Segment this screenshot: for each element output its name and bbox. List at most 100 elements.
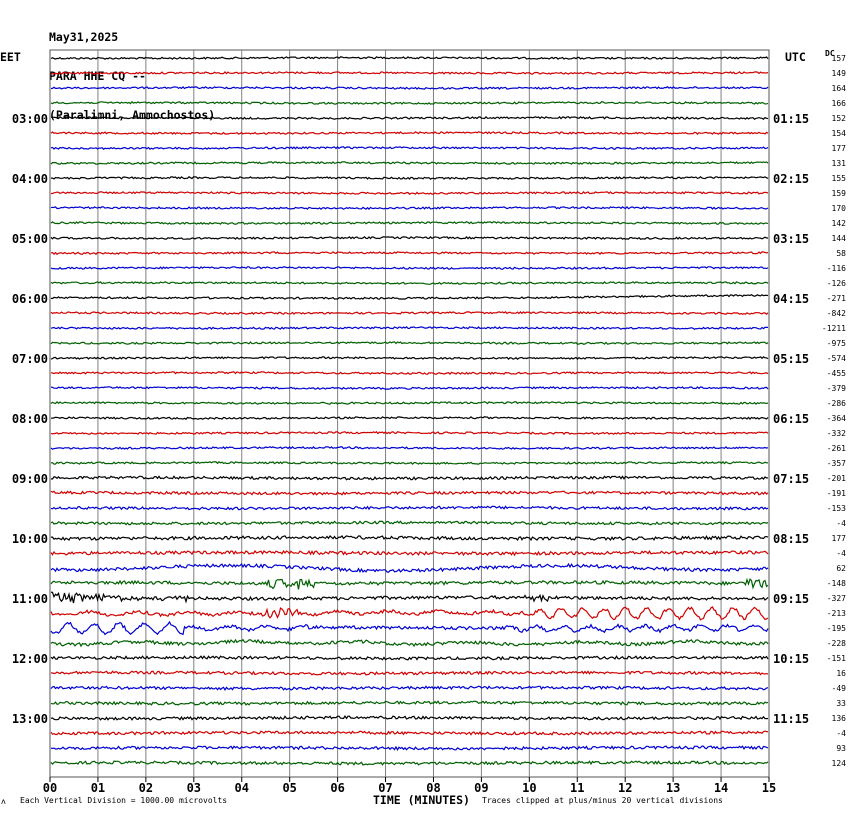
- trace-line: [50, 71, 769, 75]
- x-tick-label: 07: [378, 781, 392, 795]
- trace-line: [50, 475, 769, 481]
- dc-offset-label: -357: [827, 459, 846, 468]
- dc-offset-label: -116: [827, 264, 846, 273]
- trace-line: [50, 251, 769, 256]
- trace-line: [50, 591, 769, 604]
- x-axis-title: TIME (MINUTES): [373, 793, 470, 807]
- dc-offset-label: 131: [832, 159, 847, 168]
- trace-line: [50, 100, 769, 105]
- dc-offset-label: -191: [827, 489, 846, 498]
- dc-offset-label: 149: [832, 69, 847, 78]
- x-tick-label: 09: [474, 781, 488, 795]
- right-hour-label: 10:15: [773, 652, 809, 666]
- dc-offset-label: -4: [836, 729, 846, 738]
- trace-line: [50, 606, 769, 621]
- dc-offset-label: -201: [827, 474, 846, 483]
- trace-line: [50, 620, 769, 636]
- left-hour-label: 13:00: [12, 712, 48, 726]
- dc-offset-label: -4: [836, 549, 846, 558]
- left-hour-label: 12:00: [12, 652, 48, 666]
- x-tick-label: 00: [43, 781, 57, 795]
- trace-line: [50, 310, 769, 316]
- dc-offset-label: 177: [832, 534, 847, 543]
- dc-offset-label: 33: [836, 699, 846, 708]
- trace-line: [50, 730, 769, 736]
- dc-offset-label: -126: [827, 279, 846, 288]
- dc-offset-label: -228: [827, 639, 846, 648]
- trace-line: [50, 520, 769, 526]
- trace-line: [50, 670, 769, 676]
- dc-offset-label: 157: [832, 54, 847, 63]
- right-hour-label: 08:15: [773, 532, 809, 546]
- clip-note: Traces clipped at plus/minus 20 vertical…: [482, 796, 723, 805]
- x-tick-label: 03: [187, 781, 201, 795]
- right-hour-label: 09:15: [773, 592, 809, 606]
- right-timezone-label: UTC: [785, 50, 806, 64]
- trace-line: [50, 490, 769, 496]
- trace-line: [50, 266, 769, 270]
- left-hour-label: 09:00: [12, 472, 48, 486]
- trace-line: [50, 505, 769, 511]
- trace-line: [50, 460, 769, 465]
- trace-line: [50, 370, 769, 376]
- plot-frame: [49, 49, 770, 778]
- right-hour-label: 04:15: [773, 292, 809, 306]
- trace-line: [50, 745, 769, 752]
- x-tick-label: 10: [522, 781, 536, 795]
- right-hour-label: 01:15: [773, 112, 809, 126]
- dc-offset-label: 154: [832, 129, 847, 138]
- left-hour-label: 08:00: [12, 412, 48, 426]
- dc-offset-label: -261: [827, 444, 846, 453]
- trace-line: [50, 294, 769, 300]
- dc-offset-label: 136: [832, 714, 847, 723]
- left-hour-label: 07:00: [12, 352, 48, 366]
- dc-offset-label: 166: [832, 99, 847, 108]
- dc-offset-label: 62: [836, 564, 846, 573]
- trace-line: [51, 115, 769, 120]
- trace-line: [50, 685, 769, 691]
- dc-header-label: DC: [825, 49, 835, 58]
- corner-mark: ʌ: [1, 797, 6, 806]
- x-tick-label: 14: [714, 781, 728, 795]
- trace-line: [50, 431, 769, 435]
- dc-offset-label: -574: [827, 354, 846, 363]
- left-hour-label: 10:00: [12, 532, 48, 546]
- date-label: May31,2025: [49, 30, 119, 44]
- dc-offset-label: -271: [827, 294, 846, 303]
- dc-offset-label: 164: [832, 84, 847, 93]
- left-hour-label: 06:00: [12, 292, 48, 306]
- dc-offset-label: 124: [832, 759, 847, 768]
- right-hour-label: 06:15: [773, 412, 809, 426]
- trace-line: [50, 445, 769, 451]
- trace-line: [50, 385, 769, 390]
- trace-line: [50, 341, 769, 345]
- dc-offset-label: 177: [832, 144, 847, 153]
- dc-offset-label: 152: [832, 114, 847, 123]
- x-tick-label: 01: [91, 781, 105, 795]
- x-tick-label: 11: [570, 781, 584, 795]
- x-tick-label: 06: [330, 781, 344, 795]
- trace-line: [50, 86, 769, 90]
- trace-line: [50, 56, 769, 60]
- dc-offset-label: -379: [827, 384, 846, 393]
- dc-offset-label: -364: [827, 414, 846, 423]
- left-timezone-label: EET: [0, 50, 21, 64]
- dc-offset-label: 58: [836, 249, 846, 258]
- x-tick-label: 08: [426, 781, 440, 795]
- dc-offset-label: 159: [832, 189, 847, 198]
- trace-line: [50, 281, 769, 285]
- right-hour-label: 02:15: [773, 172, 809, 186]
- trace-line: [50, 714, 769, 721]
- trace-line: [50, 161, 769, 165]
- right-hour-label: 05:15: [773, 352, 809, 366]
- scale-note: Each Vertical Division = 1000.00 microvo…: [20, 796, 228, 805]
- x-tick-label: 13: [666, 781, 680, 795]
- trace-line: [50, 356, 769, 360]
- dc-offset-label: -332: [827, 429, 846, 438]
- dc-offset-label: -153: [827, 504, 846, 513]
- right-hour-label: 11:15: [773, 712, 809, 726]
- trace-line: [50, 760, 769, 766]
- dc-offset-label: -151: [827, 654, 846, 663]
- dc-offset-label: -49: [832, 684, 847, 693]
- dc-offset-label: -975: [827, 339, 846, 348]
